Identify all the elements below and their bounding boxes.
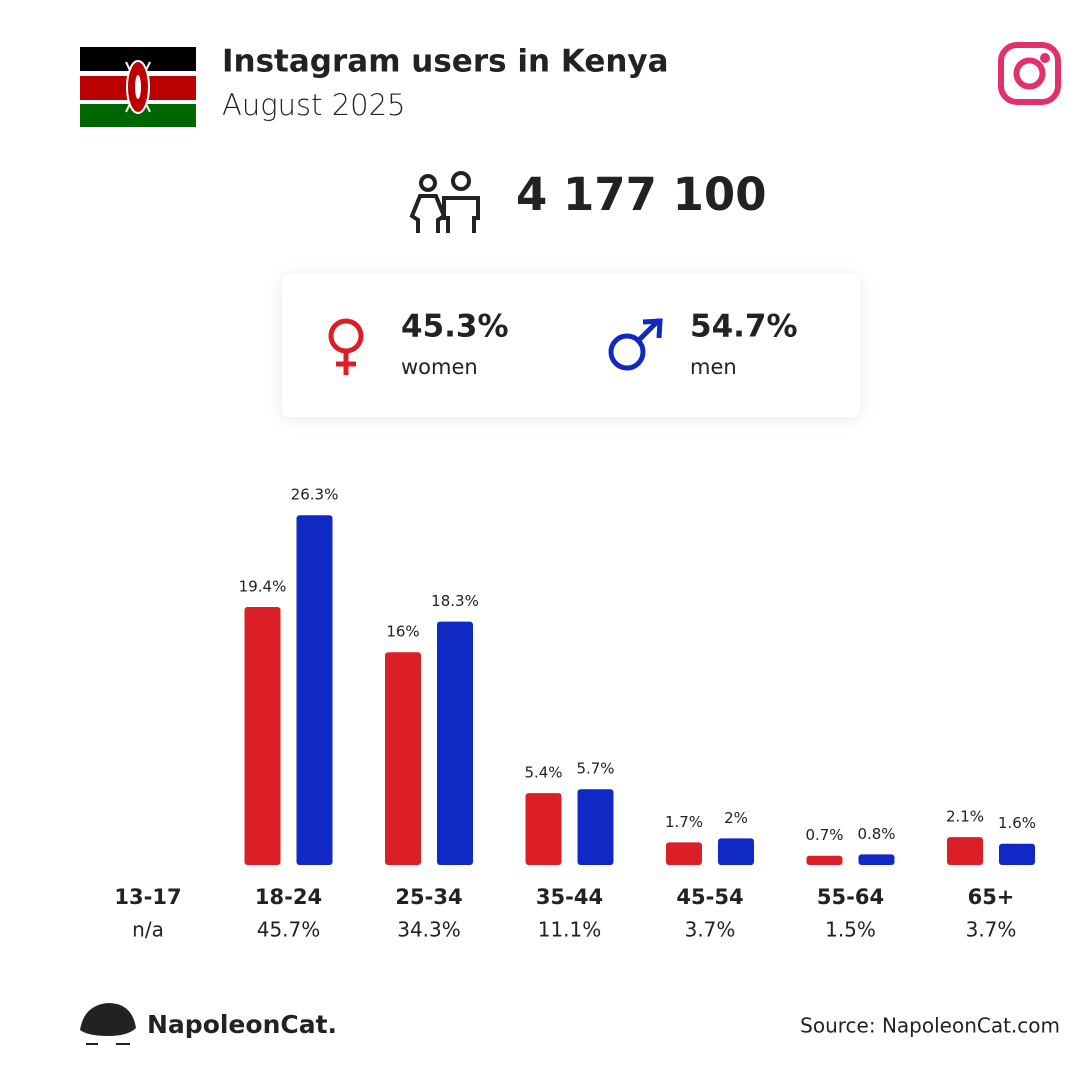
bar [666, 842, 702, 865]
value-label: 19.4% [239, 577, 287, 595]
title: Instagram users in Kenya [222, 44, 669, 80]
instagram-icon [998, 42, 1061, 105]
bar [947, 837, 983, 865]
category-label: 45-54 [676, 885, 743, 909]
bar [244, 606, 281, 865]
bar [296, 515, 333, 865]
men-share: 54.7% [690, 309, 798, 345]
category-label: 25-34 [395, 885, 462, 909]
bar [437, 621, 473, 865]
chart: 13-17 n/a 18-24 45.7% 19.4% 26.3% 25-34 34.3% 16… [114, 486, 1036, 942]
value-label: 1.7% [665, 813, 703, 831]
category-label: 18-24 [255, 885, 322, 909]
value-label: 2.1% [946, 808, 984, 826]
bar [806, 855, 843, 865]
value-label: 0.7% [805, 826, 843, 844]
subtitle: August 2025 [222, 88, 406, 122]
brand-logo [80, 1003, 136, 1045]
women-share: 45.3% [401, 309, 509, 345]
value-label: 2% [724, 809, 748, 827]
value-label: 18.3% [431, 592, 479, 610]
category-label: 65+ [968, 885, 1015, 909]
category-total: n/a [132, 918, 164, 942]
category-total: 3.7% [685, 918, 736, 942]
value-label: 16% [386, 623, 419, 641]
female-symbol [328, 318, 364, 375]
brand: NapoleonCat. [147, 1010, 337, 1039]
gender-card [282, 274, 860, 417]
category-label: 13-17 [114, 885, 181, 909]
men-label: men [690, 355, 737, 379]
category-total: 45.7% [257, 918, 321, 942]
bar [385, 652, 421, 865]
women-label: women [401, 355, 478, 379]
value-label: 0.8% [857, 825, 895, 843]
category-label: 55-64 [817, 885, 884, 909]
total-users: 4 177 100 [516, 168, 767, 221]
male-symbol [608, 318, 663, 371]
users-icon [409, 171, 480, 233]
value-label: 26.3% [291, 486, 339, 504]
bar [577, 789, 614, 865]
bar [718, 838, 754, 865]
category-label: 35-44 [536, 885, 603, 909]
value-label: 1.6% [998, 814, 1036, 832]
bar [525, 793, 562, 865]
category-total: 1.5% [825, 918, 876, 942]
bar [858, 854, 895, 865]
flag [80, 47, 196, 127]
category-total: 34.3% [397, 918, 461, 942]
category-total: 3.7% [966, 918, 1017, 942]
source: Source: NapoleonCat.com [800, 1014, 1060, 1038]
category-total: 11.1% [538, 918, 602, 942]
value-label: 5.7% [576, 760, 614, 778]
bar [999, 843, 1035, 865]
value-label: 5.4% [524, 764, 562, 782]
